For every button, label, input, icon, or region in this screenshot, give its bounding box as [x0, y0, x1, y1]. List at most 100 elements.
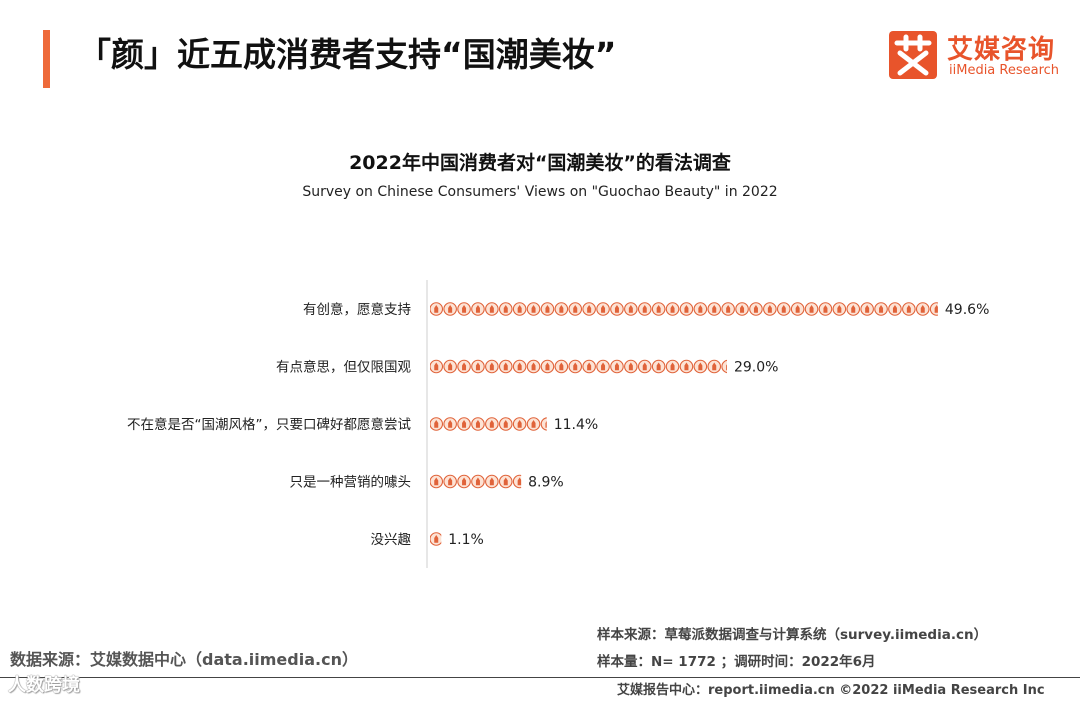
- lipstick-icon: [541, 303, 554, 316]
- lipstick-icon: [611, 303, 624, 316]
- lipstick-icon: [458, 360, 471, 373]
- lipstick-icon: [458, 475, 471, 488]
- lipstick-icon: [639, 303, 652, 316]
- sample-size: 样本量：N= 1772 ；调研时间：2022年6月: [597, 650, 876, 670]
- lipstick-icon: [472, 418, 485, 431]
- lipstick-icon: [903, 303, 916, 316]
- bar: [430, 360, 748, 373]
- lipstick-icon: [805, 303, 818, 316]
- footer-divider: [0, 677, 1080, 678]
- bar-row: 有创意，愿意支持 49.6%: [303, 301, 989, 318]
- logo-mark-icon: [889, 31, 937, 79]
- iimedia-logo: 艾媒咨询 iiMedia Research: [889, 31, 1069, 83]
- lipstick-icon: [708, 360, 721, 373]
- lipstick-icon: [597, 360, 610, 373]
- lipstick-icon: [541, 360, 554, 373]
- footer-text: 艾媒报告中心：report.iimedia.cn ©2022 iiMedia R…: [617, 679, 1045, 698]
- category-label: 不在意是否“国潮风格”，只要口碑好都愿意尝试: [127, 416, 411, 433]
- lipstick-icon: [444, 475, 457, 488]
- lipstick-icon: [847, 303, 860, 316]
- lipstick-icon: [555, 303, 568, 316]
- lipstick-icon: [513, 360, 526, 373]
- sample-source: 样本来源：草莓派数据调查与计算系统（survey.iimedia.cn）: [597, 623, 987, 643]
- lipstick-icon: [472, 360, 485, 373]
- lipstick-icon: [722, 303, 735, 316]
- title-accent-bar: [43, 30, 50, 88]
- chart-title: 2022年中国消费者对“国潮美妆”的看法调查: [0, 148, 1080, 175]
- lipstick-icon: [875, 303, 888, 316]
- lipstick-icon: [625, 303, 638, 316]
- lipstick-icon: [639, 360, 652, 373]
- bar-chart: 有创意，愿意支持 49.6% 有点意思，但仅限国观 29.0% 不在意是否“国潮风格”，…: [0, 270, 1080, 580]
- lipstick-icon: [611, 360, 624, 373]
- lipstick-icon: [652, 303, 665, 316]
- lipstick-icon: [527, 303, 540, 316]
- lipstick-icon: [819, 303, 832, 316]
- lipstick-icon: [778, 303, 791, 316]
- lipstick-icon: [750, 303, 763, 316]
- lipstick-icon: [833, 303, 846, 316]
- category-label: 没兴趣: [371, 532, 412, 548]
- lipstick-icon: [625, 360, 638, 373]
- lipstick-icon: [527, 360, 540, 373]
- lipstick-icon: [513, 418, 526, 431]
- lipstick-icon: [527, 418, 540, 431]
- lipstick-icon: [680, 303, 693, 316]
- value-label: 29.0%: [734, 360, 778, 376]
- lipstick-icon: [583, 360, 596, 373]
- lipstick-icon: [430, 475, 443, 488]
- lipstick-icon: [430, 533, 443, 546]
- lipstick-icon: [444, 303, 457, 316]
- chart-subtitle: Survey on Chinese Consumers' Views on "G…: [0, 184, 1080, 200]
- lipstick-icon: [597, 303, 610, 316]
- logo-text-en: iiMedia Research: [949, 63, 1059, 78]
- lipstick-icon: [500, 418, 513, 431]
- lipstick-icon: [666, 360, 679, 373]
- lipstick-icon: [861, 303, 874, 316]
- bar: [430, 303, 957, 316]
- value-label: 11.4%: [554, 417, 598, 433]
- lipstick-icon: [694, 303, 707, 316]
- lipstick-icon: [680, 360, 693, 373]
- bar-row: 不在意是否“国潮风格”，只要口碑好都愿意尝试 11.4%: [127, 416, 598, 433]
- bar: [430, 418, 568, 431]
- lipstick-icon: [430, 418, 443, 431]
- lipstick-icon: [500, 303, 513, 316]
- page-title: 「颜」近五成消费者支持“国潮美妆”: [78, 30, 616, 80]
- lipstick-icon: [500, 360, 513, 373]
- lipstick-icon: [444, 360, 457, 373]
- bar: [430, 475, 540, 488]
- category-label: 只是一种营销的噱头: [290, 475, 412, 491]
- data-source: 数据来源：艾媒数据中心（data.iimedia.cn）: [10, 646, 358, 670]
- lipstick-icon: [708, 303, 721, 316]
- lipstick-icon: [444, 418, 457, 431]
- watermark: 人数跨境: [8, 671, 80, 697]
- lipstick-icon: [666, 303, 679, 316]
- lipstick-icon: [764, 303, 777, 316]
- lipstick-icon: [930, 303, 943, 316]
- lipstick-icon: [791, 303, 804, 316]
- lipstick-icon: [486, 303, 499, 316]
- lipstick-icon: [430, 360, 443, 373]
- lipstick-icon: [472, 303, 485, 316]
- lipstick-icon: [694, 360, 707, 373]
- category-label: 有创意，愿意支持: [303, 301, 411, 318]
- lipstick-icon: [569, 360, 582, 373]
- lipstick-icon: [917, 303, 930, 316]
- lipstick-icon: [555, 360, 568, 373]
- lipstick-icon: [513, 475, 526, 488]
- lipstick-icon: [458, 303, 471, 316]
- value-label: 49.6%: [945, 302, 989, 318]
- lipstick-icon: [486, 418, 499, 431]
- lipstick-icon: [458, 418, 471, 431]
- lipstick-icon: [513, 303, 526, 316]
- lipstick-icon: [569, 303, 582, 316]
- lipstick-icon: [430, 303, 443, 316]
- lipstick-icon: [472, 475, 485, 488]
- lipstick-icon: [541, 418, 554, 431]
- lipstick-icon: [486, 475, 499, 488]
- logo-text-cn: 艾媒咨询: [947, 29, 1055, 66]
- category-label: 有点意思，但仅限国观: [276, 359, 411, 376]
- lipstick-icon: [652, 360, 665, 373]
- lipstick-icon: [736, 303, 749, 316]
